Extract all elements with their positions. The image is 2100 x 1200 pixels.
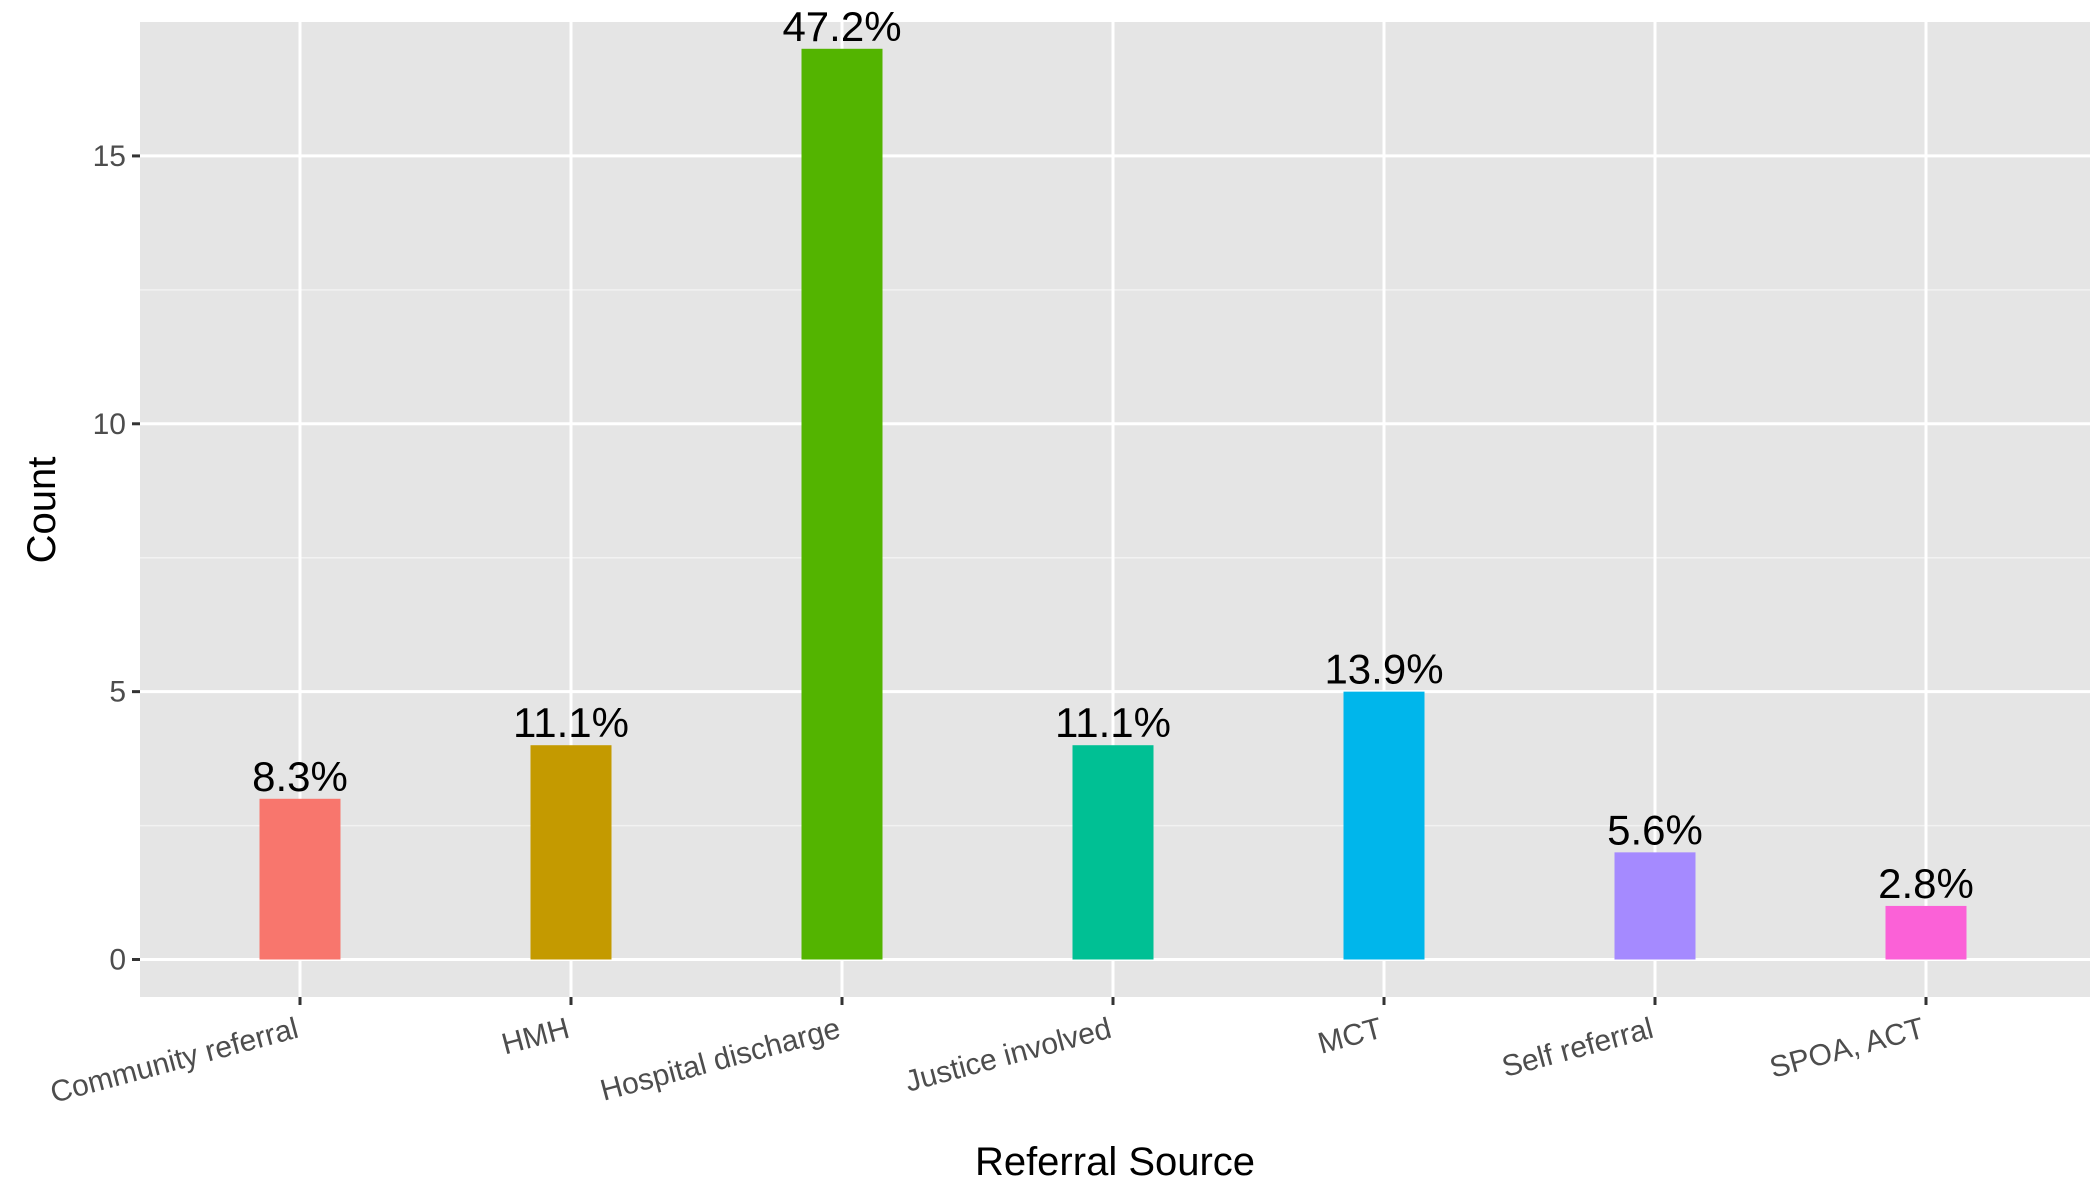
x-tick-label: HMH <box>498 1012 573 1062</box>
x-tick-label: Hospital discharge <box>597 1012 844 1108</box>
bar-value-label: 11.1% <box>1055 699 1171 746</box>
bar-value-label: 47.2% <box>782 3 901 50</box>
bar-value-label: 11.1% <box>513 699 629 746</box>
x-tick-label: SPOA, ACT <box>1766 1012 1928 1085</box>
bar <box>1614 852 1696 960</box>
bar <box>1072 745 1154 960</box>
x-tick-label: Self referral <box>1498 1012 1656 1084</box>
y-tick-label: 5 <box>109 676 126 709</box>
x-tick-label: Justice involved <box>902 1012 1115 1099</box>
bar <box>259 798 341 960</box>
bar <box>801 48 883 960</box>
x-tick-label: MCT <box>1315 1012 1386 1061</box>
bar-value-label: 8.3% <box>252 753 348 800</box>
bar-value-label: 5.6% <box>1607 806 1703 853</box>
bar <box>1343 691 1425 960</box>
bar-value-label: 13.9% <box>1324 646 1443 693</box>
bar-labels: 8.3% 11.1% 47.2% 11.1% 13.9% 5.6% 2.8% <box>252 3 1974 907</box>
x-axis: Community referral HMH Hospital discharge J… <box>47 997 1928 1110</box>
y-axis-title: Count <box>20 457 64 564</box>
y-tick-label: 15 <box>93 140 126 173</box>
bar <box>530 745 612 960</box>
y-tick-label: 0 <box>109 944 126 977</box>
x-axis-title: Referral Source <box>975 1140 1255 1184</box>
y-tick-label: 10 <box>93 408 126 441</box>
bar <box>1885 905 1967 960</box>
bars <box>259 48 1967 960</box>
bar-value-label: 2.8% <box>1878 860 1974 907</box>
y-axis: 0 5 10 15 <box>93 140 140 977</box>
x-tick-label: Community referral <box>47 1012 302 1110</box>
